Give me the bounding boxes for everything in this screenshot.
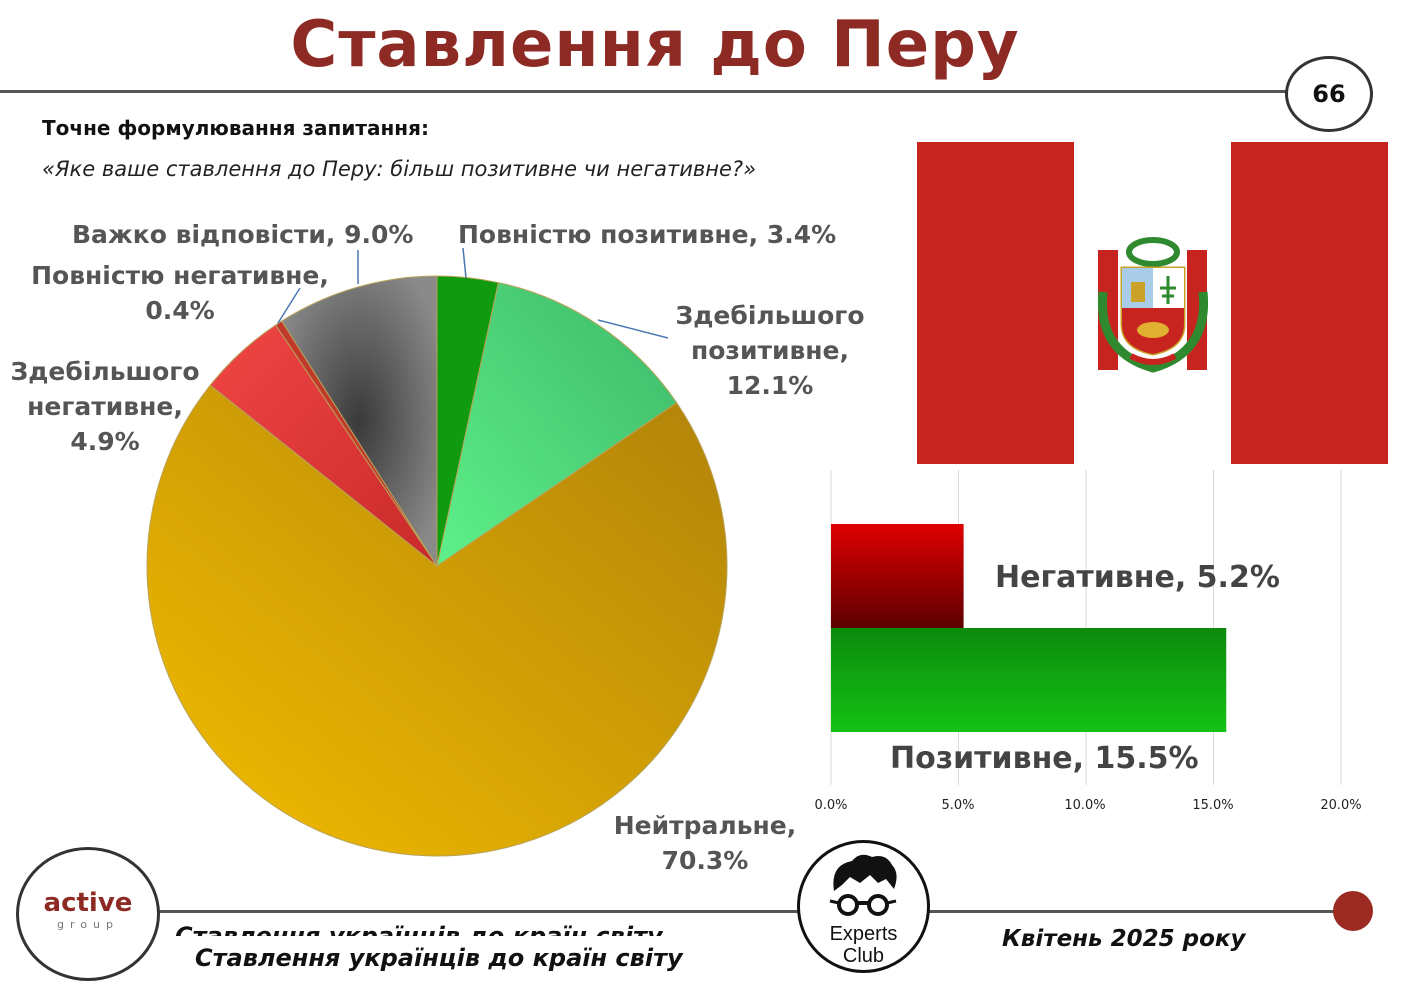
label-neutral: Нейтральне, 70.3%	[600, 808, 810, 878]
label-full-negative: Повністю негативне, 0.4%	[30, 258, 330, 328]
footer-subtitle: Ставлення українців до країн світу	[195, 944, 683, 972]
peru-flag	[917, 142, 1388, 464]
glasses-face-icon	[829, 854, 897, 916]
x-tick-0: 0.0%	[814, 798, 848, 813]
label-full-negative-line1: Повністю негативне,	[31, 261, 329, 290]
label-mostly-negative: Здебільшого негативне, 4.9%	[5, 354, 205, 459]
bar-label-positive: Позитивне, 15.5%	[890, 741, 1199, 776]
bar-label-negative: Негативне, 5.2%	[995, 560, 1280, 595]
label-mostly-negative-line1: Здебільшого	[10, 357, 200, 386]
x-tick-2: 10.0%	[1064, 798, 1106, 813]
bar-positive	[831, 628, 1227, 732]
header-divider	[0, 90, 1290, 93]
experts-club-line1: Experts	[829, 923, 898, 945]
label-full-negative-line2: 0.4%	[145, 296, 215, 325]
label-mostly-positive-line3: 12.1%	[726, 371, 814, 400]
active-group-logo: active group	[16, 847, 160, 981]
pie-slice-hard-to-say	[281, 275, 438, 568]
label-neutral-line2: 70.3%	[661, 846, 749, 875]
footer-subtitle-ghost: Ставлення українців до країн світу	[175, 922, 663, 936]
x-tick-1: 5.0%	[941, 798, 975, 813]
label-mostly-negative-line3: 4.9%	[70, 427, 140, 456]
pie-slice-neutral	[146, 384, 728, 857]
bar-negative	[831, 524, 964, 628]
label-mostly-negative-line2: негативне,	[27, 392, 183, 421]
active-logo-sub: group	[57, 918, 119, 931]
active-logo-word: active	[43, 888, 133, 918]
label-mostly-positive: Здебільшого позитивне, 12.1%	[660, 298, 880, 403]
label-full-positive: Повністю позитивне, 3.4%	[458, 220, 837, 249]
label-neutral-line1: Нейтральне,	[613, 811, 797, 840]
experts-club-line2: Club	[842, 945, 885, 967]
page-number-badge: 66	[1285, 56, 1373, 132]
experts-club-logo: Experts Club	[797, 840, 930, 973]
experts-club-text: Experts Club	[800, 923, 927, 967]
label-hard-to-say: Важко відповісти, 9.0%	[72, 220, 414, 249]
pie-slice-mostly-positive	[436, 281, 678, 568]
leader-full-positive	[462, 247, 467, 279]
x-tick-4: 20.0%	[1320, 798, 1362, 813]
x-tick-3: 15.0%	[1192, 798, 1234, 813]
label-mostly-positive-line1: Здебільшого	[675, 301, 865, 330]
footer-accent-dot	[1333, 891, 1373, 931]
label-mostly-positive-line2: позитивне,	[690, 336, 850, 365]
footer-date: Квітень 2025 року	[1002, 926, 1246, 952]
leader-full-negative	[277, 287, 301, 324]
page-title: Ставлення до Перу	[290, 8, 1020, 82]
footer-divider	[150, 910, 1340, 913]
leader-mostly-positive	[597, 319, 669, 339]
question-text: «Яке ваше ставлення до Перу: більш позит…	[42, 157, 757, 181]
question-heading: Точне формулювання запитання:	[42, 116, 429, 140]
page-number: 66	[1312, 80, 1346, 108]
coat-of-arms-icon	[1097, 237, 1209, 373]
